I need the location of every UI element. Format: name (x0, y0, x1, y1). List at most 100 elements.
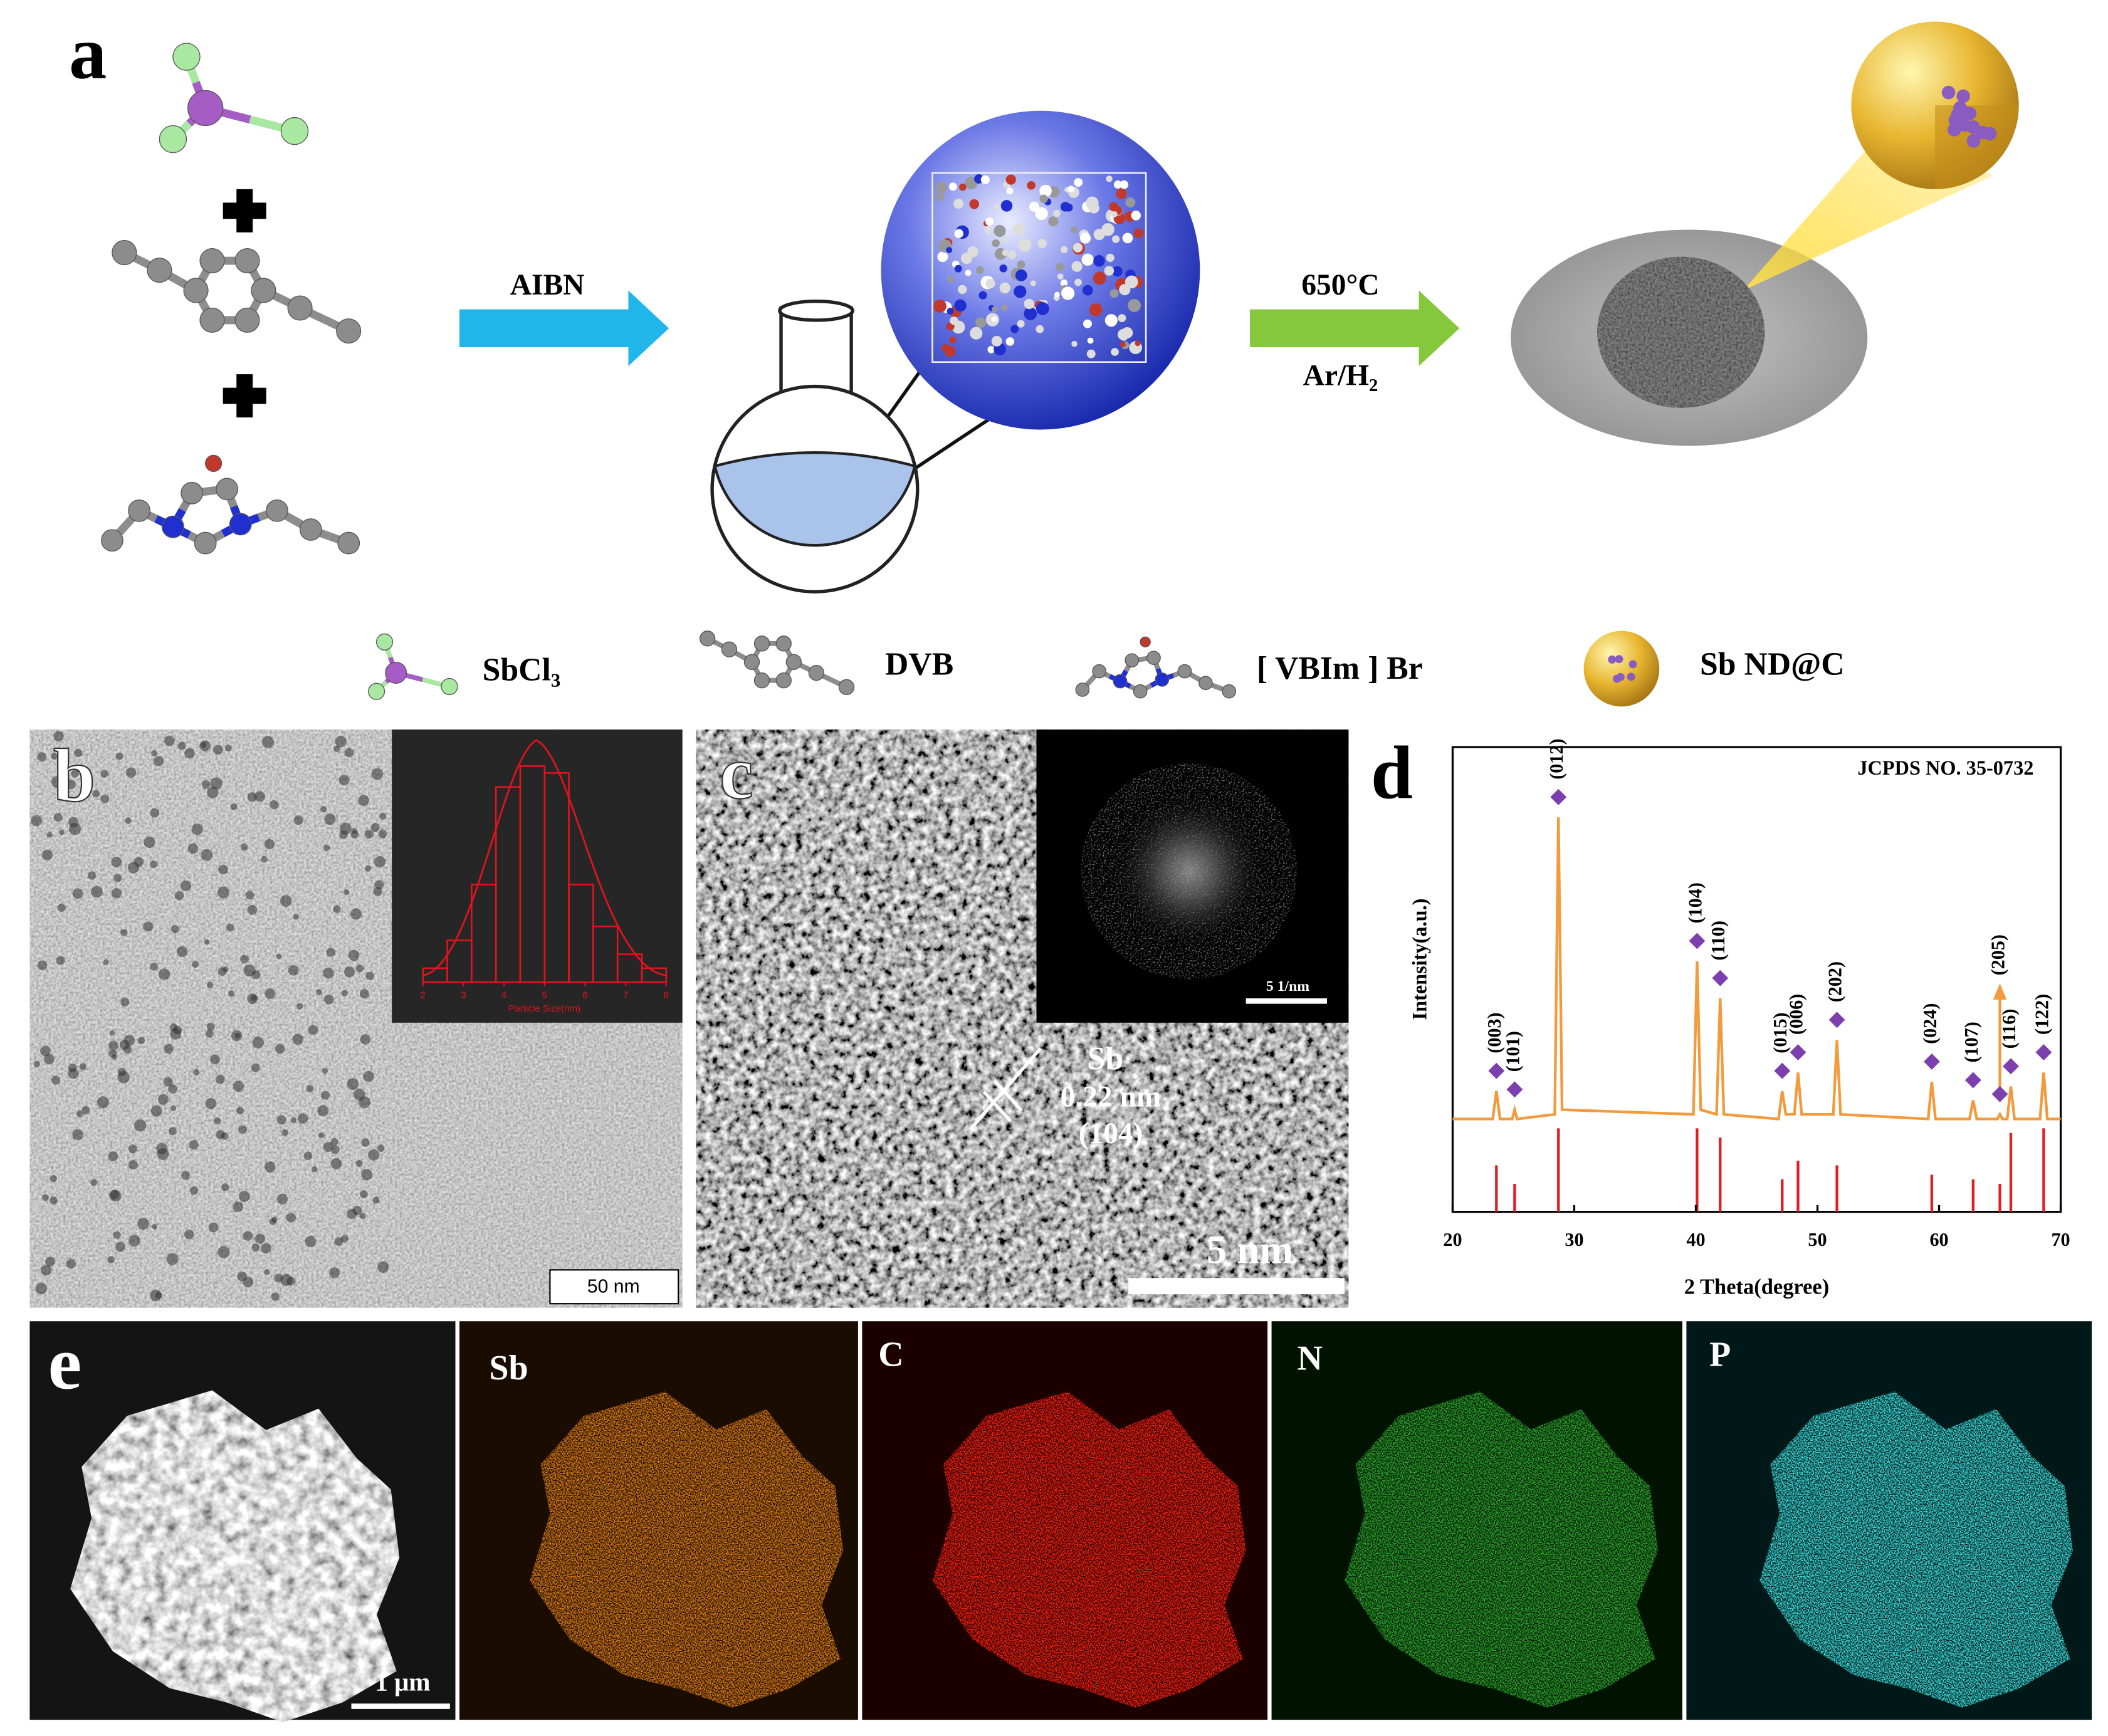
arrow (459, 290, 669, 367)
particle (270, 800, 279, 810)
peak-label: (205) (1987, 934, 2008, 975)
molecule-atom (1116, 188, 1127, 199)
histogram-inset (392, 729, 683, 1023)
particle (210, 1054, 221, 1065)
atom (194, 531, 217, 555)
atom (1133, 684, 1148, 699)
molecule-atom (1018, 238, 1032, 252)
particle (348, 949, 360, 961)
particle (59, 829, 65, 835)
annotation: JCPDS NO. 35-0732 (1857, 756, 2033, 779)
particle (201, 780, 211, 789)
flask-rim (778, 300, 854, 322)
fit-curve (422, 739, 666, 976)
molecule-atom (1039, 184, 1052, 197)
particle (45, 1257, 55, 1267)
molecule-atom (935, 181, 948, 194)
particle (238, 1125, 247, 1134)
histogram-bar (543, 772, 570, 983)
atom (753, 672, 770, 689)
particle (334, 1237, 343, 1247)
particle (113, 874, 122, 882)
particle (217, 886, 229, 899)
x-tick-label: 8 (664, 990, 669, 1001)
particle (323, 994, 334, 1005)
nanodot (1615, 655, 1623, 664)
particle (293, 815, 303, 825)
atom (385, 662, 407, 684)
atom (337, 531, 360, 555)
particle (143, 921, 154, 932)
x-tick-label: 5 (542, 990, 547, 1001)
peak-label: (003) (1484, 1012, 1505, 1053)
x-axis-label: 2 Theta(degree) (1684, 1275, 1829, 1299)
lattice-fringe (993, 1079, 1023, 1112)
molecule-atom (1109, 202, 1119, 212)
molecule-atom (1007, 250, 1017, 259)
particle (308, 1025, 318, 1035)
particle (137, 1037, 145, 1045)
molecule-atom (991, 335, 1002, 347)
particle (252, 1036, 265, 1048)
peak-marker (1550, 788, 1567, 805)
particle (321, 1090, 330, 1100)
particle (323, 967, 335, 979)
molecule-atom (947, 308, 954, 315)
molecule-atom (1106, 175, 1113, 182)
panel-letter: d (1371, 731, 1413, 815)
particle (361, 1169, 373, 1181)
atom (287, 295, 313, 321)
particle (35, 1282, 48, 1295)
particle (66, 780, 76, 790)
particle (187, 843, 199, 854)
peak-marker (1774, 1062, 1791, 1079)
molecule-atom (1074, 278, 1082, 286)
particle (261, 1243, 271, 1254)
atom (1177, 664, 1192, 679)
atom (775, 635, 792, 652)
molecule-atom (970, 327, 983, 340)
x-tick-label: 40 (1686, 1229, 1705, 1250)
particle (305, 1235, 317, 1247)
molecule-atom (949, 337, 957, 344)
peak-marker (1689, 933, 1706, 949)
atom (785, 654, 802, 670)
particle (44, 1054, 55, 1065)
particle (206, 1022, 215, 1031)
x-tick-label: 70 (2051, 1229, 2070, 1250)
molecule-atom (1056, 263, 1064, 272)
particle (50, 1174, 57, 1183)
particle (57, 903, 66, 912)
peak-label: (012) (1546, 738, 1567, 779)
particle (318, 1132, 325, 1139)
molecule-atom (1017, 260, 1025, 269)
nanodot (1608, 655, 1617, 664)
flask-neck (779, 306, 853, 398)
particle (281, 1129, 288, 1136)
particle (251, 970, 261, 980)
particle (90, 1179, 98, 1186)
molecule-atom (1035, 207, 1048, 221)
molecule-atom (1125, 197, 1136, 208)
particle (265, 988, 276, 1000)
particle (210, 777, 223, 790)
molecule-atom (1015, 269, 1027, 281)
particle (254, 791, 266, 802)
molecule-atom (1104, 266, 1114, 276)
particle (50, 1196, 58, 1205)
molecule-atom (1064, 203, 1073, 212)
particle (374, 880, 384, 890)
particle (79, 1063, 87, 1070)
molecule-atom (1024, 307, 1037, 320)
particle (303, 1151, 313, 1161)
x-tick-label: 30 (1565, 1229, 1583, 1250)
nanodot (1628, 660, 1637, 669)
peak-label: (110) (1707, 921, 1729, 961)
molecule-atom (937, 251, 948, 263)
molecule-atom (1079, 233, 1091, 244)
peak-marker (1506, 1081, 1523, 1098)
map-label: P (1709, 1335, 1731, 1374)
particle (231, 1030, 243, 1042)
scale-bar (1128, 1278, 1345, 1295)
